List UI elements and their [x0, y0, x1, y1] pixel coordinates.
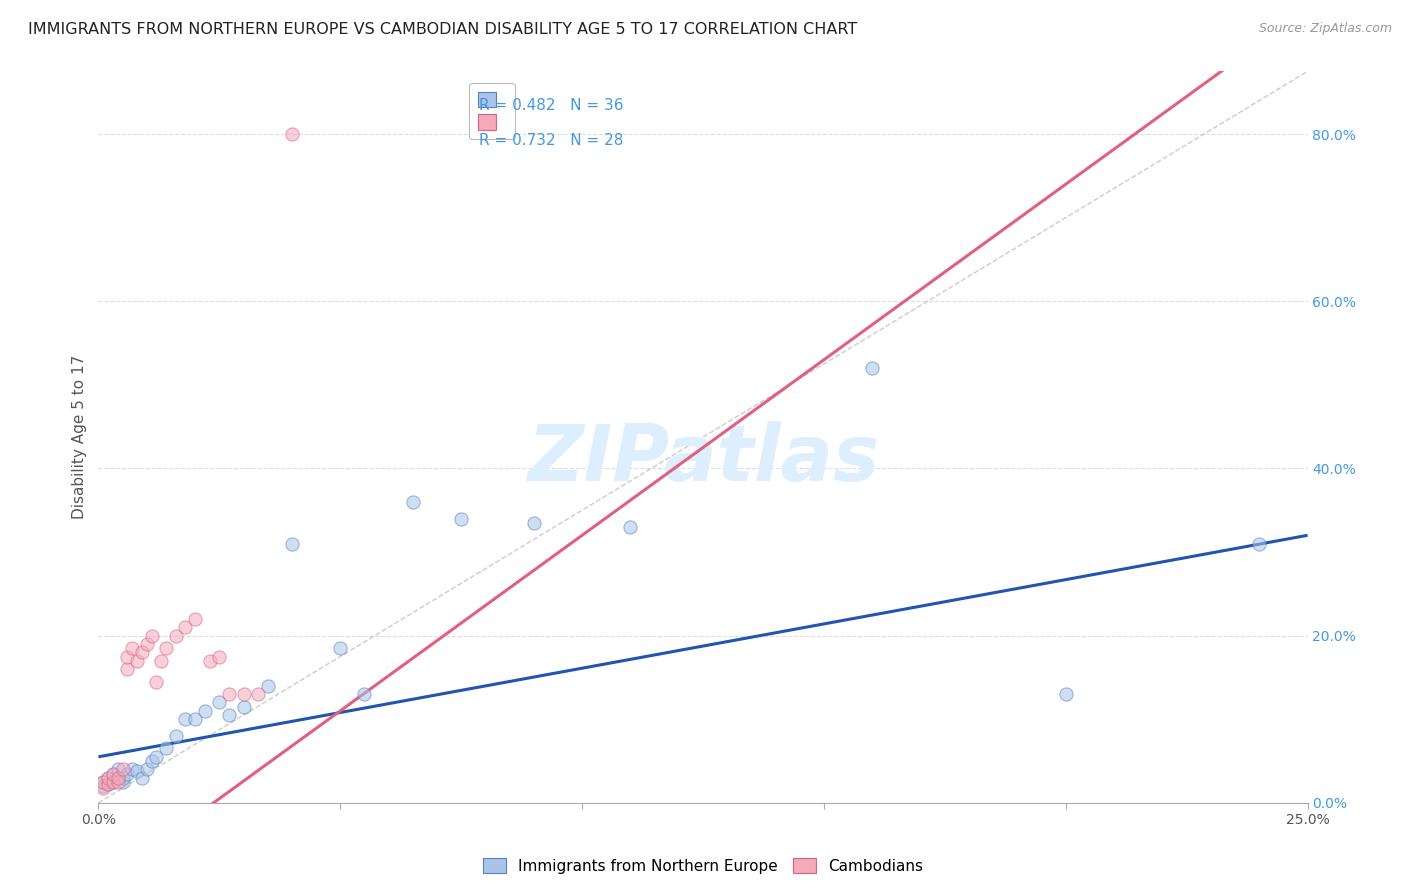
Point	[91, 775, 114, 789]
Point	[111, 763, 134, 777]
Text: IMMIGRANTS FROM NORTHERN EUROPE VS CAMBODIAN DISABILITY AGE 5 TO 17 CORRELATION : IMMIGRANTS FROM NORTHERN EUROPE VS CAMBO…	[28, 22, 858, 37]
Point	[135, 763, 157, 777]
Point	[150, 654, 173, 668]
Text: ZIPatlas: ZIPatlas	[527, 421, 879, 497]
Text: R = 0.482   N = 36: R = 0.482 N = 36	[479, 98, 624, 113]
Point	[165, 729, 187, 743]
Point	[218, 708, 240, 723]
Point	[353, 687, 375, 701]
Point	[97, 777, 120, 791]
Point	[97, 777, 120, 791]
Point	[184, 712, 207, 726]
Point	[450, 511, 472, 525]
Point	[523, 516, 546, 530]
Point	[135, 637, 157, 651]
Point	[208, 649, 231, 664]
Point	[111, 771, 134, 785]
Point	[184, 612, 207, 626]
Point	[247, 687, 270, 701]
Point	[91, 780, 114, 795]
Text: Source: ZipAtlas.com: Source: ZipAtlas.com	[1258, 22, 1392, 36]
Point	[97, 771, 120, 785]
Point	[97, 771, 120, 785]
Point	[208, 696, 231, 710]
Point	[141, 629, 163, 643]
Point	[860, 361, 883, 376]
Point	[127, 764, 149, 778]
Point	[101, 766, 124, 780]
Point	[117, 662, 139, 676]
Point	[174, 712, 197, 726]
Point	[121, 641, 143, 656]
Legend: , : ,	[468, 83, 515, 139]
Point	[329, 641, 352, 656]
Point	[1249, 536, 1271, 550]
Point	[107, 775, 129, 789]
Point	[131, 645, 153, 659]
Point	[281, 536, 304, 550]
Point	[101, 766, 124, 780]
Point	[145, 749, 167, 764]
Point	[117, 766, 139, 780]
Point	[117, 649, 139, 664]
Point	[121, 763, 143, 777]
Point	[91, 775, 114, 789]
Point	[107, 763, 129, 777]
Point	[131, 771, 153, 785]
Point	[107, 771, 129, 785]
Point	[1054, 687, 1077, 701]
Text: R = 0.732   N = 28: R = 0.732 N = 28	[479, 133, 624, 147]
Point	[111, 775, 134, 789]
Point	[218, 687, 240, 701]
Y-axis label: Disability Age 5 to 17: Disability Age 5 to 17	[72, 355, 87, 519]
Point	[165, 629, 187, 643]
Point	[101, 775, 124, 789]
Point	[232, 699, 254, 714]
Point	[281, 127, 304, 141]
Point	[101, 775, 124, 789]
Point	[141, 754, 163, 768]
Point	[256, 679, 278, 693]
Point	[145, 674, 167, 689]
Point	[619, 520, 641, 534]
Point	[174, 620, 197, 634]
Point	[107, 771, 129, 785]
Point	[91, 779, 114, 793]
Point	[232, 687, 254, 701]
Legend: Immigrants from Northern Europe, Cambodians: Immigrants from Northern Europe, Cambodi…	[477, 852, 929, 880]
Point	[155, 641, 177, 656]
Point	[194, 704, 217, 718]
Point	[198, 654, 221, 668]
Point	[402, 495, 425, 509]
Point	[127, 654, 149, 668]
Point	[155, 741, 177, 756]
